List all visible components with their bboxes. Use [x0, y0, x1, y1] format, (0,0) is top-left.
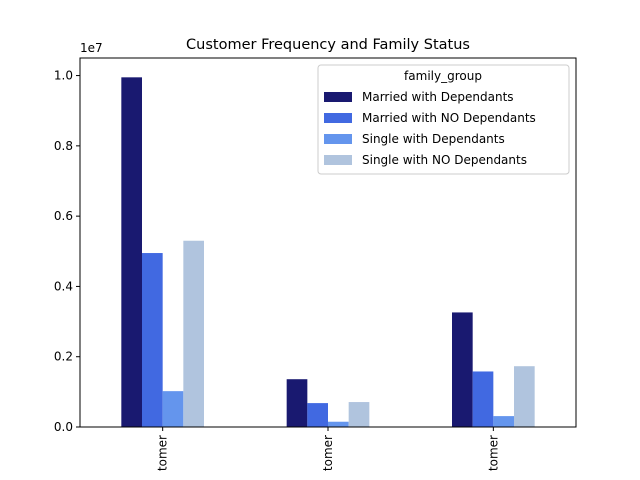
bar-3-1 — [162, 391, 184, 427]
x-tick-label: tomer — [486, 435, 500, 471]
plot-frame — [79, 57, 577, 428]
y-tick-label: 0.0 — [54, 420, 73, 434]
y-tick-label: 0.2 — [54, 350, 73, 364]
legend: family_group Married with Dependants Marr… — [317, 64, 570, 175]
y-tick-label: 0.8 — [54, 139, 73, 153]
bars-group — [121, 77, 535, 427]
legend-box — [317, 64, 570, 175]
bar-3-3 — [493, 416, 514, 427]
legend-swatch — [324, 113, 352, 123]
bar-2-3 — [472, 371, 494, 427]
y-tick-label: 0.4 — [54, 279, 73, 293]
x-axis: tomer tomer tomer — [156, 427, 500, 471]
bar-2-1 — [142, 253, 163, 427]
y-tick-label: 0.6 — [54, 209, 73, 223]
bar-2-2 — [307, 403, 328, 427]
bar-1-3 — [452, 312, 473, 427]
x-tick-label: tomer — [156, 435, 170, 471]
legend-swatch — [324, 134, 352, 144]
legend-label: Single with Dependants — [362, 132, 505, 146]
y-axis: 0.0 0.2 0.4 0.6 0.8 1.0 — [54, 69, 80, 434]
legend-label: Married with Dependants — [362, 90, 514, 104]
legend-title: family_group — [404, 69, 482, 83]
legend-swatch — [324, 92, 352, 102]
y-axis-scale-label: 1e7 — [80, 41, 103, 55]
y-tick-label: 1.0 — [54, 69, 73, 83]
bar-4-2 — [348, 402, 370, 427]
legend-label: Single with NO Dependants — [362, 153, 527, 167]
bar-4-3 — [514, 366, 535, 427]
chart-title: Customer Frequency and Family Status — [186, 37, 470, 53]
bar-1-1 — [121, 77, 142, 427]
bar-3-2 — [328, 421, 349, 427]
legend-swatch — [324, 155, 352, 165]
x-tick-label: tomer — [321, 435, 335, 471]
bar-4-1 — [183, 240, 204, 427]
legend-label: Married with NO Dependants — [362, 111, 536, 125]
bar-1-2 — [286, 379, 308, 427]
